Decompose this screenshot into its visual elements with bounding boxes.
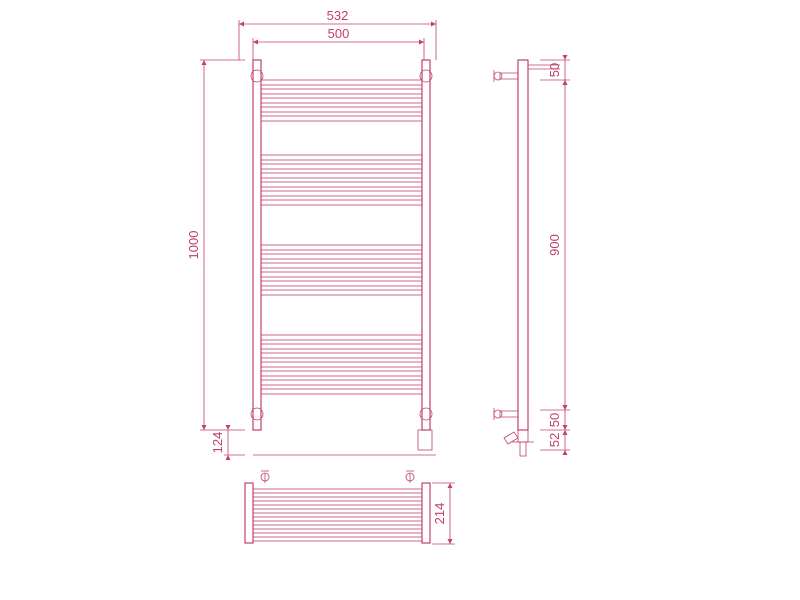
svg-text:532: 532 (327, 8, 349, 23)
svg-text:50: 50 (547, 63, 562, 77)
svg-text:900: 900 (547, 234, 562, 256)
svg-text:124: 124 (210, 432, 225, 454)
svg-text:1000: 1000 (186, 231, 201, 260)
svg-text:500: 500 (328, 26, 350, 41)
technical-drawing: 532 500 1000 124 50 900 50 52 214 (0, 0, 800, 600)
svg-text:214: 214 (432, 503, 447, 525)
svg-text:50: 50 (547, 413, 562, 427)
svg-text:52: 52 (547, 433, 562, 447)
